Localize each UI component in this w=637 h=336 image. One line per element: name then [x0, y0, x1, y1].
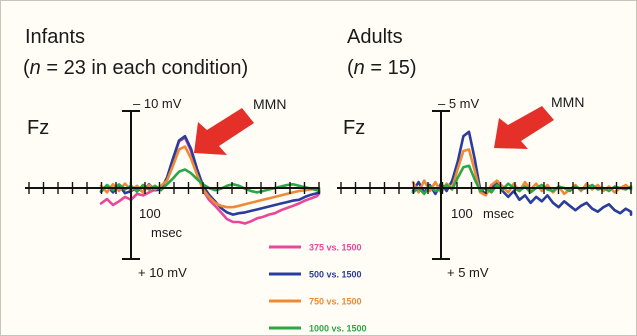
panel-subtitle: (n = 23 in each condition)	[23, 57, 248, 79]
plot-area	[25, 110, 321, 260]
series-line	[99, 136, 321, 225]
mmn-label: MMN	[253, 96, 286, 112]
legend-label: 1000 vs. 1500	[309, 324, 367, 334]
electrode-label: Fz	[27, 117, 49, 139]
electrode-label: Fz	[343, 117, 365, 139]
legend-label: 500 vs. 1500	[309, 270, 362, 280]
panel-subtitle: (n = 15)	[347, 57, 417, 79]
panel-title: Adults	[347, 26, 403, 48]
y-bottom-label: + 5 mV	[447, 265, 489, 280]
panel-title: Infants	[25, 26, 85, 48]
plot-area	[337, 110, 633, 260]
infants-panel: Infants (n = 23 in each condition) Fz – …	[23, 26, 321, 280]
legend-label: 750 vs. 1500	[309, 297, 362, 307]
series-line	[99, 145, 321, 209]
x-tick-label: 100	[139, 206, 161, 221]
y-top-label: – 5 mV	[438, 96, 480, 111]
adults-panel: Adults (n = 15) Fz – 5 mV + 5 mV 100 mse…	[337, 26, 633, 280]
arrow-icon	[194, 108, 254, 155]
y-bottom-label: + 10 mV	[138, 265, 187, 280]
x-unit-label: msec	[151, 225, 183, 240]
series-line	[411, 130, 633, 216]
x-unit-label: msec	[483, 206, 515, 221]
legend-label: 375 vs. 1500	[309, 243, 362, 253]
arrow-icon	[494, 106, 554, 149]
x-tick-label: 100	[451, 206, 473, 221]
y-top-label: – 10 mV	[133, 96, 182, 111]
legend: 375 vs. 1500 500 vs. 1500 750 vs. 1500 1000…	[269, 243, 367, 334]
mmn-label: MMN	[551, 94, 584, 110]
